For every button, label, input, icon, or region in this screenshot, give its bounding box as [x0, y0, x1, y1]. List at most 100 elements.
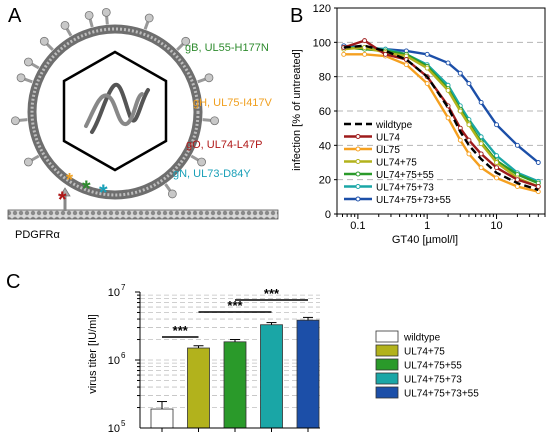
label-gh: gH, UL75-I417V: [193, 97, 273, 109]
c-bar-UL74-75-73-55: [296, 319, 320, 429]
b-legend-label: UL74+75+55: [376, 170, 434, 181]
b-plot-frame: [336, 7, 546, 215]
b-point: [341, 51, 347, 57]
c-significance-label: ***: [264, 286, 280, 301]
c-legend-swatch: [375, 386, 399, 399]
spike-head: [204, 73, 214, 83]
b-point: [478, 151, 484, 157]
c-bar-UL74-75-55: [223, 341, 247, 429]
b-x-axis-label: GT40 [µmol/l]: [392, 234, 458, 246]
spike-head: [10, 116, 20, 126]
b-legend-label: UL75: [376, 145, 400, 156]
c-bar-wildtype: [150, 408, 174, 429]
c-y-tick-label: 10: [108, 287, 120, 299]
b-point: [466, 81, 472, 86]
b-point: [514, 177, 520, 183]
capsid-icon: [62, 50, 168, 172]
b-y-tick-label: 100: [313, 37, 331, 49]
c-legend-swatch: [375, 330, 399, 343]
spike-head: [60, 20, 70, 30]
label-go: gO, UL74-L47P: [186, 139, 262, 151]
b-legend-marker: [355, 146, 361, 152]
b-point: [403, 62, 409, 68]
b-point: [362, 51, 368, 57]
asterisk-icon-go: *: [58, 187, 67, 212]
b-point: [494, 175, 499, 181]
b-y-axis-label: infection [% of untreated]: [291, 49, 303, 171]
spike-head: [197, 157, 207, 167]
b-point: [457, 108, 463, 114]
c-y-tick-label: 10: [108, 355, 120, 367]
c-y-tick-exponent: 6: [121, 351, 126, 360]
asterisk-icon-gb: *: [82, 176, 91, 201]
b-legend-marker: [355, 171, 361, 177]
b-x-tick-label: 0.1: [350, 220, 365, 232]
panel-a-virion-diagram: * * * * gB, UL55-H177N gH, UL75-I417V gO…: [7, 7, 279, 241]
b-point: [535, 160, 541, 165]
c-y-tick-exponent: 5: [121, 419, 126, 428]
b-y-tick-label: 20: [319, 175, 331, 187]
label-gn: gN, UL73-D84Y: [173, 168, 251, 180]
spike-head: [181, 36, 191, 46]
spike-head: [84, 11, 94, 20]
b-y-tick-label: 80: [319, 72, 331, 84]
c-y-axis-label: virus titer [IU/ml]: [87, 314, 99, 393]
spike-head: [23, 157, 33, 167]
asterisk-icon-gn: *: [99, 180, 108, 205]
b-point: [445, 87, 451, 93]
spike-head: [23, 57, 33, 67]
b-point: [478, 165, 484, 171]
c-legend-label: UL74+75+55: [404, 361, 462, 372]
c-bar-UL74-75-73: [260, 324, 283, 429]
b-x-tick-label: 10: [490, 220, 502, 232]
b-legend-label: UL74+75+73+55: [376, 195, 451, 206]
b-x-tick-label: 1: [424, 220, 430, 232]
panel-b-letter: B: [290, 5, 303, 27]
b-legend-label: UL74+75: [376, 158, 417, 169]
spike-head: [144, 13, 154, 23]
panel-c-letter: C: [6, 271, 20, 293]
b-point: [457, 137, 463, 143]
c-legend-label: UL74+75+73+55: [404, 389, 479, 400]
b-point: [424, 81, 430, 86]
spike-head: [167, 189, 177, 199]
c-legend-swatch: [375, 358, 399, 371]
b-point: [466, 151, 472, 157]
b-point: [494, 122, 499, 128]
b-series-line-UL74: [343, 39, 539, 188]
b-series-line-UL74-75-73: [343, 46, 539, 183]
b-point: [362, 38, 368, 44]
b-legend-label: UL74+75+73: [376, 183, 434, 194]
c-legend-label: UL74+75: [404, 347, 445, 358]
b-point: [478, 141, 484, 147]
b-point: [445, 115, 451, 121]
spike-head: [210, 116, 220, 126]
b-series-line-wildtype: [343, 44, 539, 192]
asterisk-icon-gh: *: [66, 170, 73, 190]
label-receptor: PDGFRα: [15, 229, 61, 241]
c-legend-swatch: [375, 372, 399, 385]
b-legend-marker: [355, 134, 361, 139]
b-point: [383, 51, 388, 57]
b-series-line-UL75: [343, 53, 539, 193]
c-legend-label: wildtype: [403, 333, 441, 344]
label-gb: gB, UL55-H177N: [185, 42, 269, 54]
spike-head: [101, 7, 111, 17]
c-significance-label: ***: [173, 323, 189, 338]
host-membrane: [7, 209, 279, 220]
b-point: [494, 153, 499, 159]
b-point: [494, 160, 499, 165]
b-point: [424, 51, 430, 57]
b-point: [457, 70, 463, 76]
b-legend-marker: [355, 159, 361, 164]
b-y-tick-label: 60: [319, 106, 331, 118]
spike-head: [39, 36, 49, 46]
b-point: [494, 165, 499, 171]
b-point: [424, 65, 430, 71]
b-series-line-UL74-75-55: [343, 46, 539, 185]
b-y-tick-label: 120: [313, 3, 331, 15]
b-point: [535, 184, 541, 189]
